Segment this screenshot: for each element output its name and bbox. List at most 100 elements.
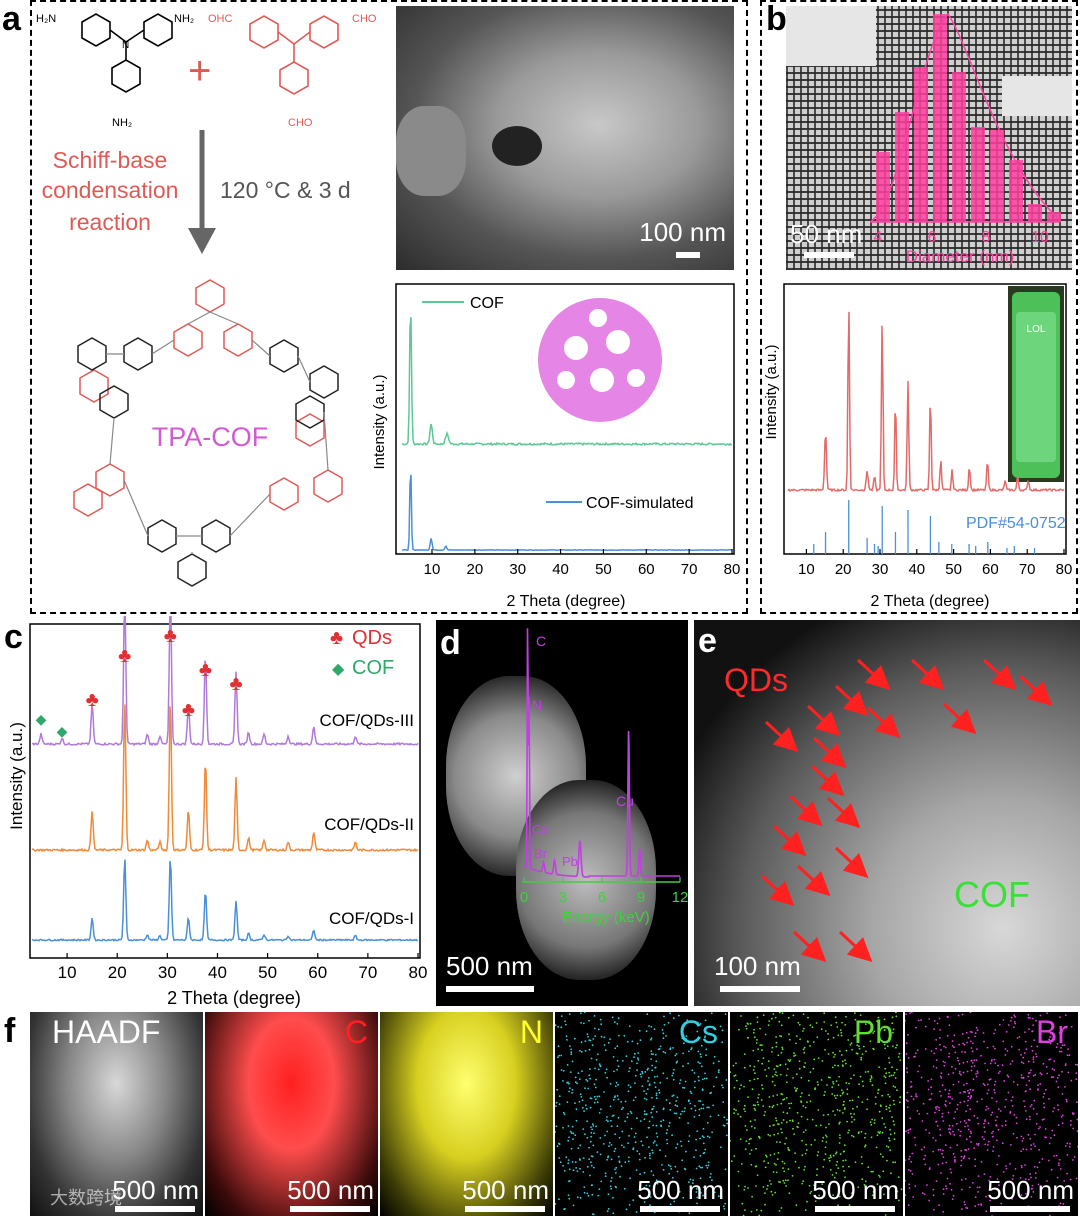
xtick-label: 20 xyxy=(108,963,127,982)
xtick-label: 70 xyxy=(1019,561,1036,578)
series-label-ii: COF/QDs-II xyxy=(324,815,414,834)
eds-map-c: C 500 nm xyxy=(205,1012,378,1216)
eds-map-label: Cs xyxy=(678,1014,718,1050)
eds-mapping-row: HAADF 500 nm C 500 nm N 500 nm Cs 500 nm Pb 500 n… xyxy=(30,1012,1080,1216)
xtick-label: 10 xyxy=(798,561,815,578)
qd-arrow-3 xyxy=(982,658,1017,691)
histogram-bar xyxy=(971,127,985,222)
reactant-triamine xyxy=(81,13,173,93)
histogram-tick: 6 xyxy=(928,229,937,246)
eds-map-scale-bar xyxy=(640,1206,720,1212)
d-particle-2 xyxy=(516,780,656,980)
qd-peak-marker: ♣ xyxy=(199,659,212,681)
xrd-a-legend-sim: COF-simulated xyxy=(586,495,694,512)
xtick-label: 50 xyxy=(945,561,962,578)
histogram-fit-curve xyxy=(869,12,1061,223)
xrd-c-frame xyxy=(29,623,421,959)
xtick-label: 50 xyxy=(595,561,612,578)
eds-map-haadf: HAADF 500 nm xyxy=(30,1012,203,1216)
eds-map-br: Br 500 nm xyxy=(905,1012,1078,1216)
reaction-arrowhead xyxy=(188,228,216,254)
product-cof-structure xyxy=(73,279,343,587)
histogram-tick: 4 xyxy=(874,229,883,246)
xrd-c-trace-i xyxy=(31,859,419,942)
xtick-label: 40 xyxy=(552,561,569,578)
eds-tick-label: 3 xyxy=(559,889,567,906)
xtick-label: 10 xyxy=(58,963,77,982)
eds-map-scale-bar xyxy=(815,1206,895,1212)
qd-arrow-9 xyxy=(764,720,799,753)
e-scale-bar xyxy=(720,986,800,992)
eds-xticks: 0 3 6 9 12 xyxy=(520,877,688,906)
vial-photo-inset: LOL xyxy=(1008,286,1064,482)
reactant2-sub-2: CHO xyxy=(352,13,377,25)
xtick-label: 10 xyxy=(424,561,441,578)
xrd-b-reference-lines xyxy=(813,500,1036,554)
xrd-c-trace-ii xyxy=(31,704,419,853)
panel-letter-f: f xyxy=(4,1012,16,1050)
histogram-bar xyxy=(876,152,890,222)
eds-map-scale-label: 500 nm xyxy=(112,1175,199,1205)
eds-peak-c: C xyxy=(536,633,546,649)
xtick-label: 60 xyxy=(308,963,327,982)
xrd-b-ylabel: Intensity (a.u.) xyxy=(763,344,780,439)
cof-peak-marker: ◆ xyxy=(36,711,47,727)
histogram-tick: 10 xyxy=(1031,229,1049,246)
eds-tick-label: 0 xyxy=(520,889,528,906)
eds-map-scale-bar xyxy=(290,1206,370,1212)
tem-image: 50 nm xyxy=(786,6,1072,270)
eds-tick-label: 6 xyxy=(598,889,606,906)
xrd-c-ylabel: Intensity (a.u.) xyxy=(7,722,26,830)
xrd-b-pdf-label: PDF#54-0752 xyxy=(966,515,1066,532)
panel-a-frame xyxy=(30,0,748,614)
eds-peak-br: Br xyxy=(534,846,548,861)
xtick-label: 20 xyxy=(835,561,852,578)
xrd-a-ylabel: Intensity (a.u.) xyxy=(371,374,388,469)
eds-map-scale-bar xyxy=(990,1206,1070,1212)
reactant1-sub-2: NH₂ xyxy=(174,13,194,25)
e-qd-label: QDs xyxy=(724,662,788,698)
eds-map-scale-label: 500 nm xyxy=(637,1175,724,1205)
eds-map-label: Br xyxy=(1036,1014,1068,1050)
xtick-label: 20 xyxy=(467,561,484,578)
xtick-label: 80 xyxy=(409,963,428,982)
series-label-i: COF/QDs-I xyxy=(329,909,414,928)
eds-map-scale-label: 500 nm xyxy=(462,1175,549,1205)
legend-cof-label: COF xyxy=(352,657,394,679)
eds-map-dots xyxy=(730,1012,903,1216)
panel-b-frame xyxy=(760,0,1078,614)
histogram-bar xyxy=(1047,212,1061,222)
eds-map-pb: Pb 500 nm xyxy=(730,1012,903,1216)
legend-cof-symbol: ◆ xyxy=(332,661,345,678)
cof-peak-marker: ◆ xyxy=(57,723,68,739)
histogram-bar xyxy=(1009,160,1023,222)
tem-scale-bar xyxy=(804,252,854,258)
plus-sign: + xyxy=(188,49,211,93)
reaction-line-3: reaction xyxy=(69,209,151,235)
xrd-a-xticks: 10 20 30 40 50 60 70 80 xyxy=(424,549,740,578)
qd-arrow-17 xyxy=(834,846,869,879)
reaction-scheme: N H₂N NH₂ NH₂ + OHC CHO CHO Schiff-base … xyxy=(36,13,377,587)
eds-map-scale-bar xyxy=(465,1206,545,1212)
e-scale-label: 100 nm xyxy=(714,951,801,981)
xrd-b-xlabel: 2 Theta (degree) xyxy=(871,593,990,610)
qd-arrow-13 xyxy=(826,796,861,829)
qd-arrow-16 xyxy=(760,874,795,907)
xtick-label: 40 xyxy=(208,963,227,982)
watermark: 大数跨境 xyxy=(50,1188,122,1208)
tem-scale-label: 50 nm xyxy=(790,219,863,249)
reactant1-n: N xyxy=(122,40,129,51)
sem-scale-bar xyxy=(676,252,700,258)
eds-map-label: C xyxy=(344,1014,368,1050)
xtick-label: 70 xyxy=(358,963,377,982)
eds-map-dots xyxy=(905,1012,1078,1216)
series-label-iii: COF/QDs-III xyxy=(320,711,414,730)
eds-map-label: HAADF xyxy=(52,1014,161,1050)
xtick-label: 30 xyxy=(509,561,526,578)
xrd-chart-panel-c: Intensity (a.u.) 2 Theta (degree) ♣ QDs … xyxy=(7,616,428,1008)
reaction-line-2: condensation xyxy=(42,177,179,203)
sem-left-particle xyxy=(396,106,466,196)
histogram-bar xyxy=(933,14,947,222)
xtick-label: 40 xyxy=(908,561,925,578)
eds-map-label: Pb xyxy=(853,1014,893,1050)
